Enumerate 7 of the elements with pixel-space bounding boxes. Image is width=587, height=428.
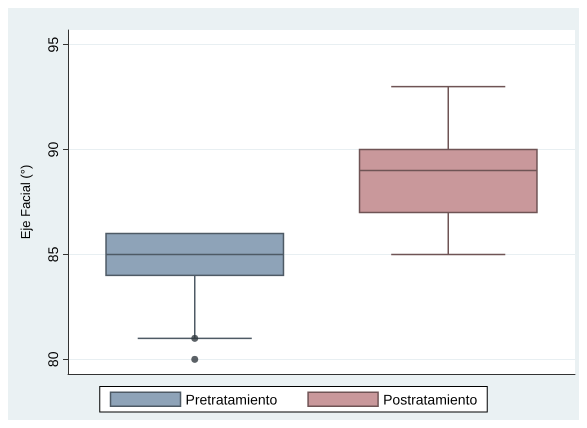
y-tick-label: 80 [45,351,61,368]
y-tick-label: 90 [45,142,61,158]
y-tick-label: 85 [45,246,61,262]
legend-label: Postratamiento [383,391,478,408]
y-axis-title: Eje Facial (°) [18,164,33,240]
legend-label: Pretratamiento [186,391,278,408]
y-tick-label: 95 [45,36,61,52]
